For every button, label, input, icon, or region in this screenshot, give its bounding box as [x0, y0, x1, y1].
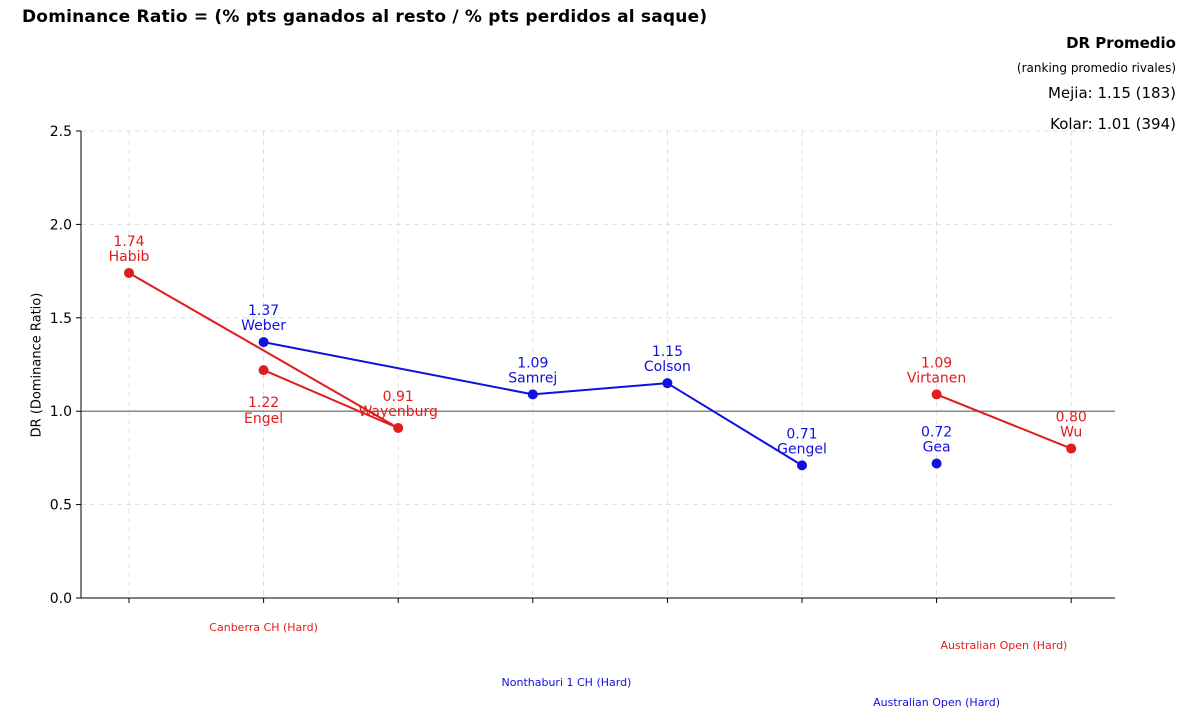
data-label-name: Colson — [644, 359, 691, 375]
data-label-value: 1.09 — [921, 355, 952, 371]
data-label-name: Samrej — [508, 370, 557, 386]
legend-subtitle: (ranking promedio rivales) — [1016, 61, 1176, 75]
kolar-series-line — [532, 382, 668, 396]
data-point-gea — [931, 458, 942, 469]
chart-title: Dominance Ratio = (% pts ganados al rest… — [22, 7, 708, 27]
data-label-name: Virtanen — [907, 370, 966, 386]
tournament-label: Canberra CH (Hard) — [209, 621, 318, 634]
legend: DR Promedio (ranking promedio rivales) M… — [1017, 34, 1176, 133]
y-tick-label: 0.5 — [50, 498, 72, 514]
data-label-value: 0.80 — [1056, 410, 1087, 426]
data-point-samrej — [527, 389, 538, 400]
mejia-series-line — [128, 272, 399, 429]
data-label-value: 0.72 — [921, 425, 952, 441]
data-point-habib — [124, 267, 134, 278]
data-point-engel — [258, 365, 269, 376]
tournament-label: Australian Open (Hard) — [873, 696, 1000, 709]
data-point-weber — [258, 337, 269, 348]
tournament-label: Australian Open (Hard) — [940, 639, 1067, 652]
data-point-wu — [1066, 443, 1077, 454]
data-label-value: 1.22 — [248, 395, 279, 411]
data-label-value: 1.09 — [517, 355, 548, 371]
kolar-series-line — [263, 341, 533, 396]
kolar-series-line — [666, 382, 803, 467]
data-label-name: Gengel — [777, 441, 827, 457]
data-point-virtanen — [931, 389, 942, 400]
legend-entry-mejia: Mejia: 1.15 (183) — [1047, 84, 1176, 102]
data-label-name: Weber — [241, 318, 286, 334]
y-tick-label: 1.5 — [50, 311, 72, 327]
mejia-series-line — [263, 369, 399, 429]
data-point-wayenburg — [393, 423, 404, 434]
data-label-name: Gea — [923, 440, 951, 456]
data-point-gengel — [797, 460, 807, 471]
data-label-value: 1.37 — [248, 303, 279, 319]
data-point-colson — [662, 378, 673, 389]
data-label-value: 1.15 — [652, 344, 683, 360]
tournament-label: Nonthaburi 1 CH (Hard) — [502, 676, 632, 689]
data-label-value: 1.74 — [113, 234, 144, 250]
data-label-name: Engel — [244, 411, 283, 427]
data-label-value: 0.71 — [786, 426, 817, 442]
y-tick-label: 2.0 — [50, 217, 72, 233]
y-tick-label: 1.0 — [50, 404, 72, 420]
mejia-series-line — [936, 393, 1072, 450]
y-tick-label: 2.5 — [50, 124, 72, 140]
legend-entry-kolar: Kolar: 1.01 (394) — [1050, 115, 1176, 133]
legend-title: DR Promedio — [1066, 34, 1176, 52]
data-label-name: Wu — [1060, 425, 1082, 441]
y-tick-label: 0.0 — [50, 591, 72, 607]
data-label-value: 0.91 — [383, 389, 414, 405]
data-label-name: Habib — [109, 249, 150, 265]
data-label-name: Wayenburg — [358, 404, 437, 420]
